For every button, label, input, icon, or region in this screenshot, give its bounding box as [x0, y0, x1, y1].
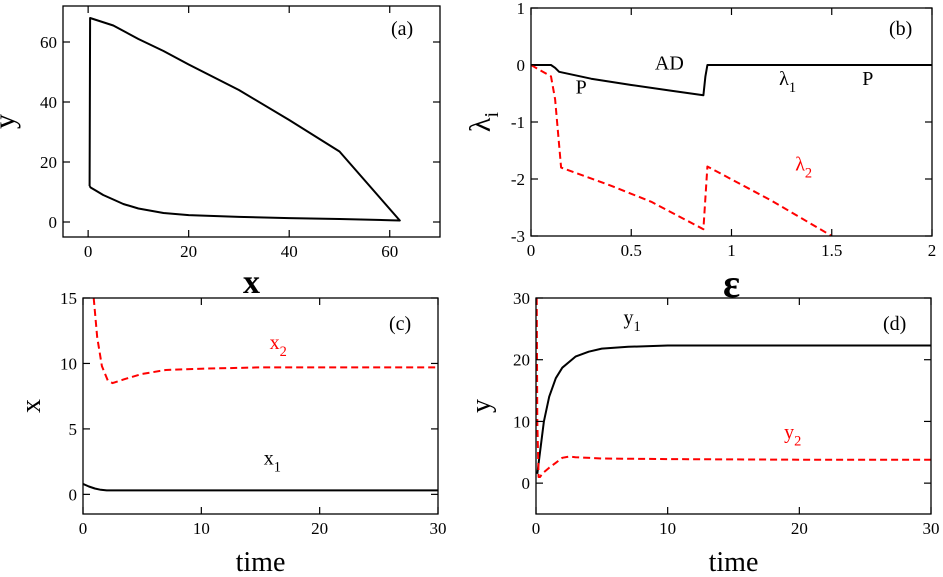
ylabel-a: y [0, 114, 21, 129]
xlabel-c: time [236, 547, 286, 577]
ylabel-d: y [466, 399, 497, 413]
annotation-d-0-sub: 1 [634, 319, 641, 335]
annotation-b-4-sub: 2 [805, 165, 812, 181]
annotation-b-0: P [576, 77, 587, 99]
ytick-label-c-3: 15 [60, 289, 77, 308]
xtick-label-c-2: 20 [311, 519, 328, 538]
xtick-label-c-1: 10 [193, 519, 210, 538]
annotation-b-3-sub: 1 [789, 80, 796, 96]
annotation-b-4-main: λ [795, 153, 805, 175]
series-d-0 [536, 344, 931, 475]
xtick-label-c-0: 0 [79, 519, 88, 538]
xtick-label-a-2: 40 [281, 242, 298, 261]
ytick-label-b-2: -1 [511, 113, 525, 132]
annotation-b-2-main: P [862, 68, 873, 90]
ytick-label-b-3: -2 [511, 170, 525, 189]
annotation-b-2: P [862, 68, 873, 90]
annotation-b-1-main: AD [655, 53, 684, 75]
ytick-label-a-0: 0 [49, 213, 58, 232]
ytick-label-c-2: 10 [60, 354, 77, 373]
panel-label-d: (d) [883, 313, 906, 335]
ytick-label-a-3: 60 [40, 33, 57, 52]
annotation-b-3: λ1 [779, 68, 796, 96]
xlabel-d: time [709, 547, 759, 577]
xtick-label-d-2: 20 [791, 519, 808, 538]
xtick-label-d-3: 30 [923, 519, 940, 538]
ytick-label-c-1: 5 [69, 420, 78, 439]
ytick-label-b-4: -3 [511, 227, 525, 246]
panel-label-c: (c) [389, 313, 411, 335]
annotation-d-0-main: y [624, 307, 634, 329]
series-c-0 [83, 482, 438, 492]
series-b-1 [531, 64, 833, 236]
ytick-label-d-3: 30 [513, 289, 530, 308]
xtick-label-b-3: 1.5 [821, 241, 842, 260]
panel-a: 0 20 40 60 0 20 40 60 x y (a) [0, 5, 441, 301]
annotation-d-1: y2 [784, 422, 801, 450]
ytick-label-a-1: 20 [40, 153, 57, 172]
xtick-label-a-1: 20 [180, 242, 197, 261]
annotation-c-1-main: x [264, 447, 274, 469]
series-b-0 [531, 64, 932, 97]
annotation-c-0-main: x [270, 332, 280, 354]
annotation-c-1: x1 [264, 447, 281, 475]
plot-frame-d [535, 297, 932, 515]
ytick-label-d-0: 0 [522, 474, 531, 493]
annotation-c-0: x2 [270, 332, 287, 360]
panel-label-b: (b) [889, 18, 912, 40]
annotation-b-4: λ2 [795, 153, 812, 181]
ylabel-b-main: λ [464, 117, 497, 132]
xtick-label-c-3: 30 [430, 519, 447, 538]
xtick-label-d-1: 10 [659, 519, 676, 538]
panel-label-a: (a) [391, 18, 413, 40]
series-a-0 [88, 17, 401, 222]
ylabel-b-sub: i [481, 112, 503, 118]
xtick-label-b-0: 0 [527, 241, 536, 260]
xtick-label-d-0: 0 [532, 519, 541, 538]
annotation-d-1-sub: 2 [794, 434, 801, 450]
annotation-c-0-sub: 2 [280, 344, 287, 360]
xtick-label-a-3: 60 [381, 242, 398, 261]
xtick-label-a-0: 0 [84, 242, 93, 261]
xtick-label-b-1: 0.5 [621, 241, 642, 260]
ytick-label-c-0: 0 [69, 485, 78, 504]
annotation-c-1-sub: 1 [274, 459, 281, 475]
plot-frame-a [62, 5, 441, 238]
ytick-label-b-0: 1 [517, 0, 526, 18]
plot-frame-b [530, 7, 933, 237]
ylabel-c: x [16, 399, 47, 413]
ytick-label-d-1: 10 [513, 412, 530, 431]
xlabel-b: ε [723, 261, 740, 306]
xlabel-a: x [243, 264, 260, 301]
ytick-label-b-1: 0 [517, 56, 526, 75]
plot-frame-c [82, 297, 439, 515]
ylabel-b: λi [464, 112, 503, 133]
ytick-label-a-2: 40 [40, 93, 57, 112]
xtick-label-b-2: 1 [727, 241, 736, 260]
annotation-b-1: AD [655, 53, 684, 75]
xtick-label-b-4: 2 [928, 241, 937, 260]
series-c-1 [92, 298, 438, 385]
annotation-b-3-main: λ [779, 68, 789, 90]
annotation-b-0-main: P [576, 77, 587, 99]
ytick-label-d-2: 20 [513, 351, 530, 370]
series-d-1 [536, 298, 931, 478]
annotation-d-1-main: y [784, 422, 794, 444]
annotation-d-0: y1 [624, 307, 641, 335]
